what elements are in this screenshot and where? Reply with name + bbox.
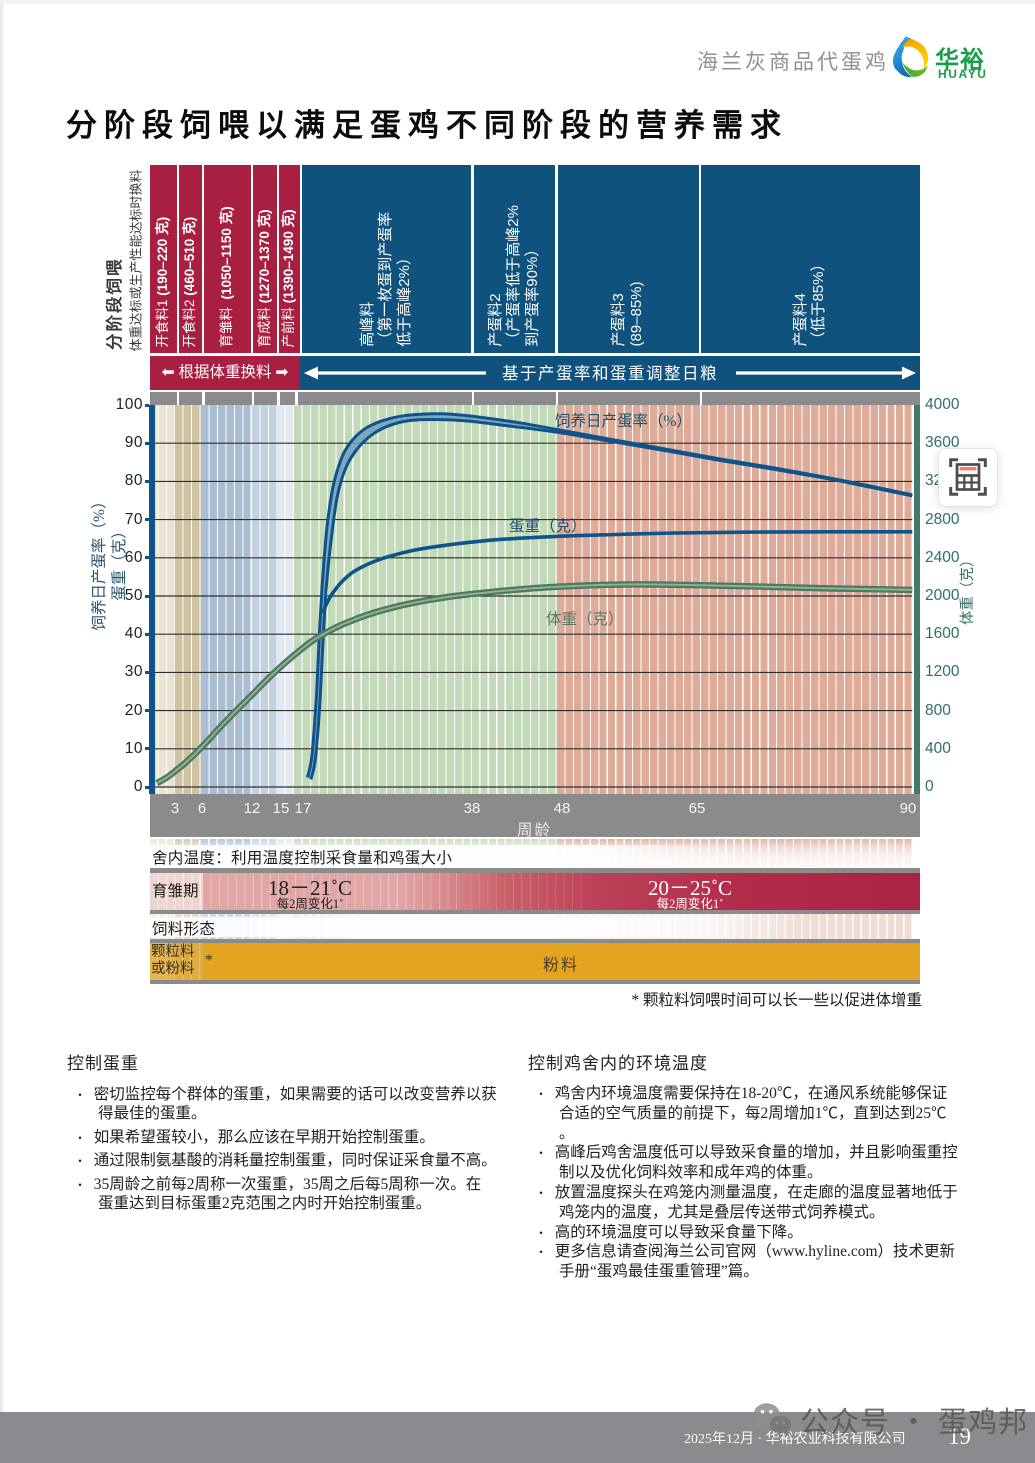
svg-text:基于产蛋率和蛋重调整日粮: 基于产蛋率和蛋重调整日粮 [502, 364, 718, 383]
